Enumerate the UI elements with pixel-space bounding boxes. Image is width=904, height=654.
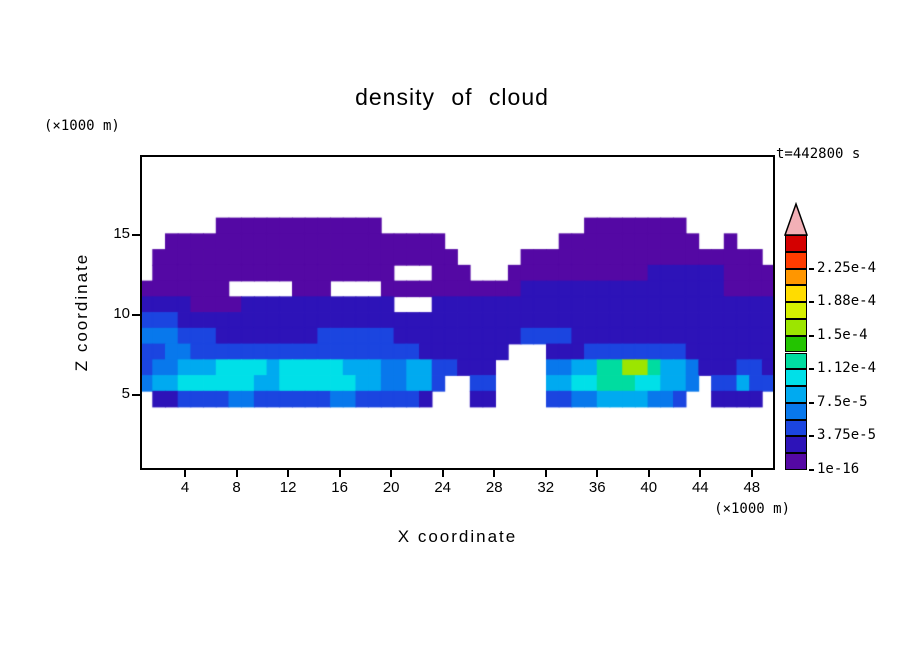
- colorbar-label: 7.5e-5: [817, 393, 868, 410]
- chart-title: density of cloud: [355, 84, 549, 110]
- x-tick-label: 16: [331, 479, 348, 496]
- x-tick: [699, 470, 702, 477]
- colorbar-segment: [785, 335, 807, 353]
- colorbar-segment: [785, 318, 807, 336]
- colorbar-label: 3.75e-5: [817, 427, 877, 444]
- x-tick: [287, 470, 290, 477]
- colorbar-segment: [785, 453, 807, 470]
- x-axis-title: X coordinate: [397, 527, 518, 546]
- x-tick-label: 44: [691, 479, 709, 496]
- y-tick-label: 10: [113, 304, 130, 322]
- colorbar-segment: [785, 302, 807, 319]
- plot-frame: [140, 155, 775, 470]
- x-tick: [235, 470, 238, 477]
- colorbar-segment: [785, 268, 807, 286]
- x-tick-label: 20: [382, 479, 400, 496]
- y-axis-title: Z coordinate: [72, 252, 91, 372]
- colorbar-segment: [785, 285, 807, 303]
- colorbar-tick: [809, 435, 814, 438]
- colorbar-segment: [785, 251, 807, 269]
- colorbar-label: 2.25e-4: [817, 259, 877, 276]
- colorbar-arrow-icon: [783, 202, 809, 236]
- x-tick-label: 36: [588, 479, 606, 496]
- time-annotation: t=442800 s: [776, 146, 861, 162]
- colorbar-segment: [785, 235, 807, 252]
- colorbar-tick: [809, 334, 814, 337]
- x-tick: [493, 470, 496, 477]
- colorbar-segment: [785, 369, 807, 387]
- x-tick: [750, 470, 753, 477]
- colorbar-label: 1.5e-4: [817, 326, 868, 343]
- y-tick: [132, 233, 140, 236]
- x-tick-label: 8: [232, 479, 241, 496]
- y-tick: [132, 393, 140, 396]
- y-tick-label: 5: [121, 384, 130, 402]
- colorbar-tick: [809, 301, 814, 304]
- colorbar-tick: [809, 368, 814, 371]
- y-tick: [132, 313, 140, 316]
- colorbar-label: 1.12e-4: [817, 360, 877, 377]
- colorbar-label: 1.88e-4: [817, 293, 877, 310]
- x-axis-unit-label: (×1000 m): [714, 501, 790, 517]
- x-tick: [647, 470, 650, 477]
- x-tick-label: 12: [279, 479, 297, 496]
- x-tick: [338, 470, 341, 477]
- colorbar-segment: [785, 386, 807, 403]
- y-tick-label: 15: [113, 224, 130, 242]
- colorbar-tick: [809, 267, 814, 270]
- colorbar-tick: [809, 401, 814, 404]
- x-tick: [596, 470, 599, 477]
- colorbar-segment: [785, 419, 807, 437]
- x-tick-label: 40: [640, 479, 658, 496]
- colorbar-tick: [809, 469, 814, 471]
- colorbar-segment: [785, 352, 807, 370]
- heatmap-canvas: [140, 155, 775, 470]
- x-tick-label: 48: [743, 479, 761, 496]
- colorbar-segment: [785, 436, 807, 454]
- colorbar-label: 1e-16: [817, 461, 860, 477]
- colorbar-segment: [785, 402, 807, 420]
- x-tick-label: 24: [434, 479, 452, 496]
- x-tick: [441, 470, 444, 477]
- x-tick-label: 32: [537, 479, 555, 496]
- y-axis-unit-label: (×1000 m): [44, 118, 120, 134]
- x-tick-label: 4: [180, 479, 190, 496]
- x-tick: [184, 470, 187, 477]
- x-tick-label: 28: [485, 479, 503, 496]
- x-tick: [544, 470, 547, 477]
- x-tick: [390, 470, 393, 477]
